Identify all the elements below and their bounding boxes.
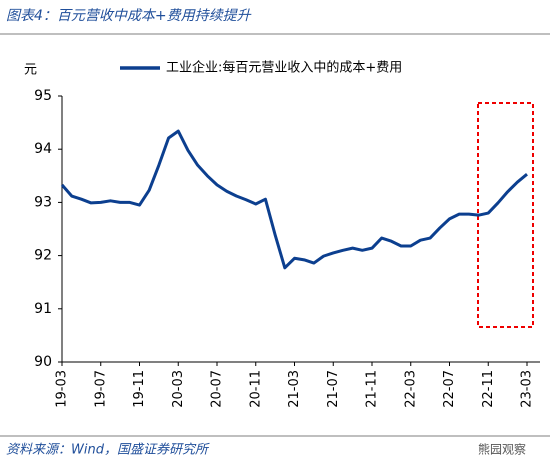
x-tick-label: 21-11 bbox=[365, 370, 380, 408]
x-tick-label: 20-07 bbox=[210, 370, 225, 408]
y-tick-label: 93 bbox=[34, 194, 52, 210]
legend-label: 工业企业:每百元营业收入中的成本+费用 bbox=[166, 60, 402, 76]
y-tick-label: 90 bbox=[34, 354, 52, 370]
x-tick-label: 19-07 bbox=[93, 370, 108, 408]
x-tick-label: 22-03 bbox=[403, 370, 418, 408]
y-tick-label: 95 bbox=[34, 88, 52, 104]
y-axis-label: 元 bbox=[24, 63, 37, 78]
source: 资料来源：Wind，国盛证券研究所 bbox=[6, 442, 210, 458]
page-title: 图表4：百元营收中成本+费用持续提升 bbox=[6, 8, 252, 24]
x-tick-label: 20-03 bbox=[171, 370, 186, 408]
y-tick-label: 94 bbox=[34, 141, 52, 157]
x-tick-label: 19-11 bbox=[132, 370, 147, 408]
x-tick-label: 23-03 bbox=[520, 370, 535, 408]
y-tick-label: 91 bbox=[34, 301, 52, 317]
x-tick-label: 20-11 bbox=[248, 370, 263, 408]
watermark: 熊园观察 bbox=[478, 442, 526, 457]
x-tick-label: 21-03 bbox=[287, 370, 302, 408]
x-tick-label: 22-11 bbox=[481, 370, 496, 408]
x-tick-label: 22-07 bbox=[442, 370, 457, 408]
data-line bbox=[60, 129, 528, 270]
y-tick-label: 92 bbox=[34, 248, 52, 264]
x-tick-label: 19-03 bbox=[55, 370, 70, 408]
x-tick-label: 21-07 bbox=[326, 370, 341, 408]
